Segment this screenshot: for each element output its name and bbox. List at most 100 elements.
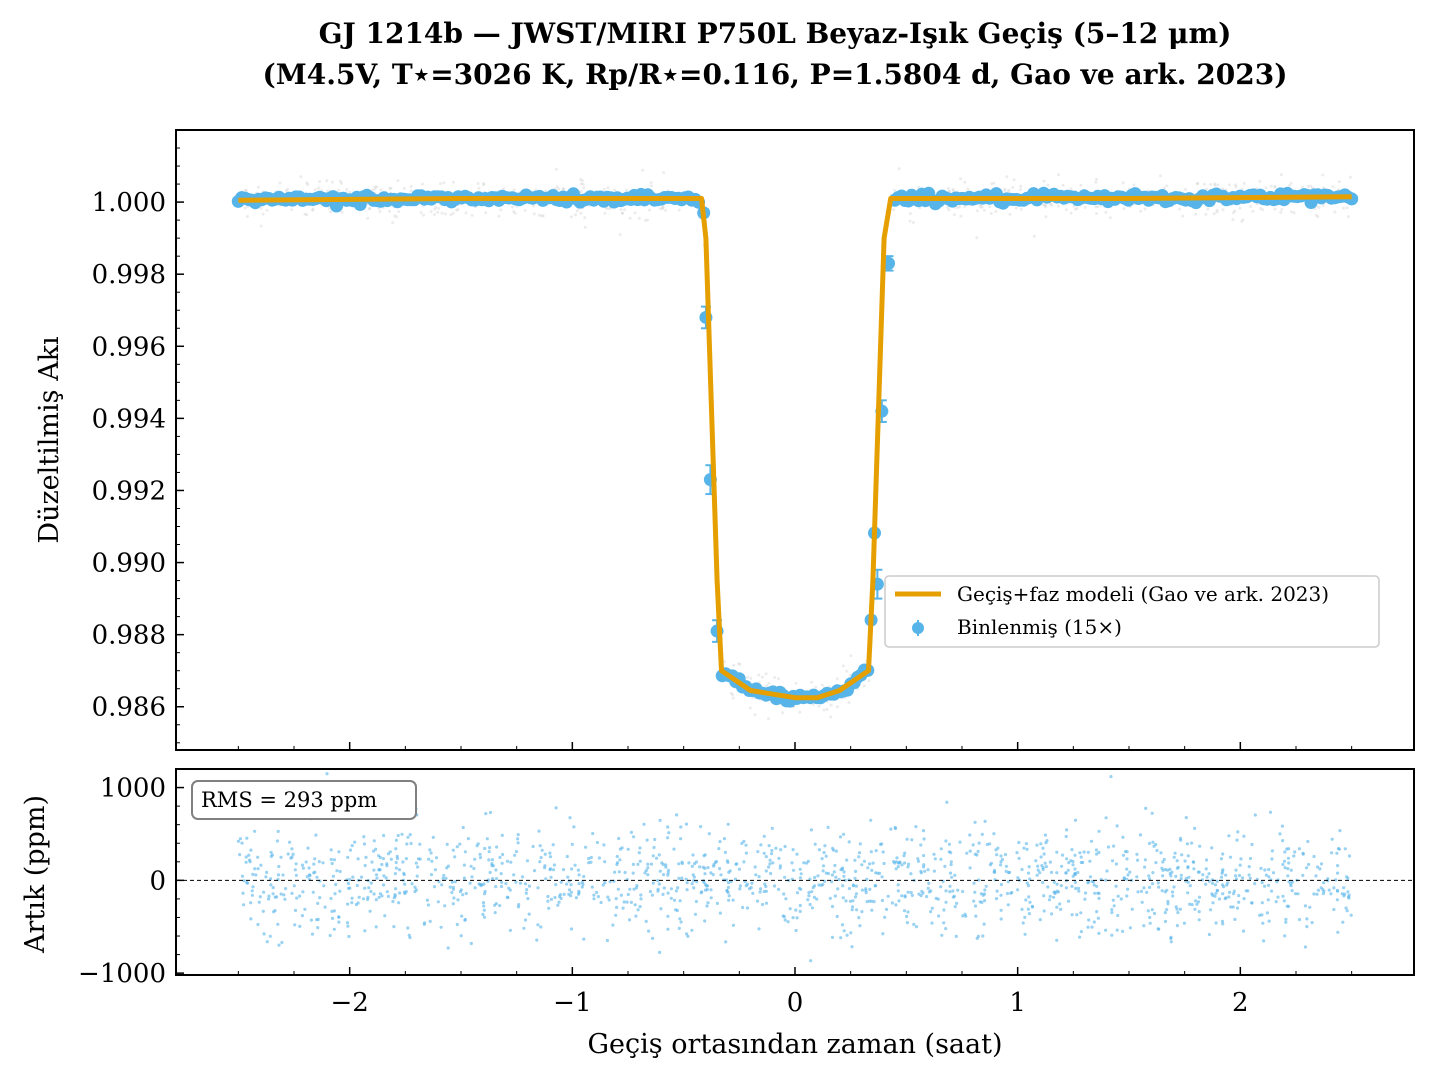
residual-point (1070, 913, 1074, 917)
residual-point (527, 884, 532, 888)
raw-point (908, 212, 912, 216)
residual-point (621, 906, 625, 910)
residual-point (893, 861, 897, 865)
residual-point (368, 909, 372, 913)
residual-point (337, 850, 341, 854)
residual-point (382, 874, 386, 878)
residual-point (462, 863, 466, 867)
residual-point (858, 842, 862, 846)
residual-point (869, 818, 873, 822)
residual-point (622, 900, 626, 904)
residual-point (1215, 889, 1220, 893)
residual-point (335, 869, 339, 873)
residual-point (1265, 911, 1269, 915)
residual-point (293, 923, 297, 927)
residual-point (1316, 888, 1321, 892)
residual-point (864, 887, 868, 891)
raw-point (980, 205, 984, 209)
residual-point (1214, 921, 1218, 925)
residual-point (394, 866, 398, 870)
residual-point (1197, 910, 1201, 914)
residual-point (1190, 903, 1194, 907)
raw-point (1213, 182, 1217, 186)
top-ytick-label: 0.996 (92, 332, 166, 362)
residual-point (291, 852, 295, 856)
residual-point (383, 914, 387, 918)
residual-point (844, 899, 848, 903)
residual-point (1073, 880, 1077, 885)
residual-point (386, 894, 390, 899)
residual-point (1097, 850, 1101, 855)
residual-point (351, 875, 355, 879)
residual-point (290, 847, 294, 851)
residual-point (992, 832, 996, 836)
raw-point (1314, 213, 1318, 217)
raw-point (1221, 208, 1225, 212)
residual-point (666, 871, 670, 875)
residual-point (1193, 907, 1197, 911)
residual-point (705, 887, 709, 892)
raw-point (757, 673, 761, 677)
residual-point (1150, 908, 1154, 912)
residual-point (999, 854, 1003, 858)
residual-point (949, 851, 953, 855)
residual-point (592, 893, 596, 897)
residual-point (615, 854, 619, 859)
residual-point (423, 921, 427, 925)
residual-point (1026, 907, 1030, 911)
raw-point (1347, 215, 1350, 219)
residual-point (657, 853, 661, 857)
raw-point (397, 210, 401, 214)
raw-point (749, 676, 753, 680)
raw-point (449, 213, 453, 217)
residual-point (761, 902, 765, 907)
residual-point (354, 903, 358, 907)
residual-point (1088, 859, 1092, 863)
raw-point (753, 713, 757, 717)
residual-point (1047, 898, 1052, 902)
residual-point (1220, 919, 1225, 923)
residual-point (1198, 844, 1202, 848)
residual-point (1184, 876, 1188, 881)
residual-point (415, 874, 419, 878)
residual-point (1344, 906, 1348, 910)
residual-point (539, 925, 543, 929)
residual-point (431, 835, 435, 840)
raw-point (561, 187, 565, 191)
residual-point (602, 843, 606, 847)
residual-point (416, 865, 420, 869)
residual-point (1055, 850, 1059, 854)
residual-point (393, 872, 397, 876)
legend: Geçiş+faz modeli (Gao ve ark. 2023) Binl… (884, 575, 1380, 648)
residual-point (1171, 894, 1175, 898)
residual-point (830, 880, 834, 884)
residual-point (488, 846, 492, 850)
residual-point (543, 864, 547, 868)
raw-point (798, 710, 802, 714)
residual-point (1316, 865, 1320, 869)
residual-point (256, 855, 260, 859)
residual-point (1095, 884, 1099, 888)
residual-point (727, 894, 731, 898)
residual-point (1150, 811, 1154, 815)
residual-point (615, 862, 619, 867)
legend-binned-marker (912, 622, 924, 634)
residual-point (658, 818, 662, 823)
residual-point (523, 918, 528, 922)
residual-point (607, 898, 611, 902)
residual-point (1078, 935, 1082, 939)
residual-point (1119, 897, 1123, 901)
residual-point (666, 825, 670, 829)
residual-point (455, 845, 459, 849)
bottom-xtick-label: 0 (787, 988, 804, 1018)
residual-point (445, 842, 449, 847)
residual-point (731, 923, 736, 927)
residual-point (841, 896, 845, 900)
residual-point (350, 901, 354, 905)
residual-point (1139, 889, 1144, 894)
raw-point (579, 190, 583, 193)
residual-point (632, 887, 636, 891)
raw-point (317, 186, 320, 190)
raw-point (1165, 184, 1169, 188)
residual-point (1095, 852, 1099, 856)
